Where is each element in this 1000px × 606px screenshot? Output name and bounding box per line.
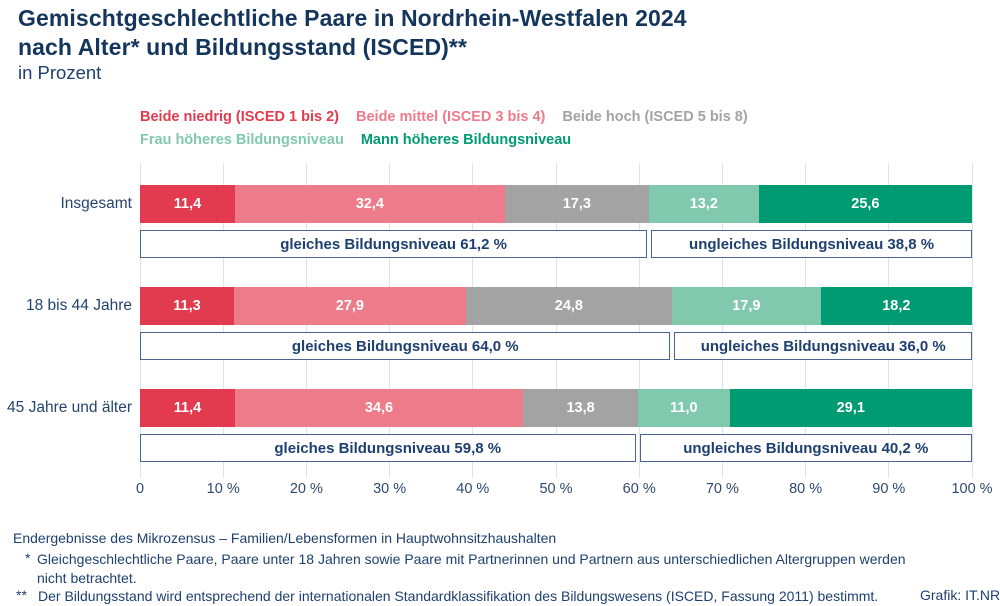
plot-area: 11,4 32,4 17,3 13,2 25,6 gleiches Bildungsniv…	[139, 163, 973, 478]
graphic-credit: Grafik: IT.NRW	[920, 587, 1000, 603]
x-tick-label: 100 %	[951, 481, 993, 497]
bar-value-label: 25,6	[851, 196, 880, 212]
footnote1-text: Gleichgeschlechtliche Paare, Paare unter…	[37, 551, 906, 586]
category-label: 18 bis 44 Jahre	[26, 297, 132, 314]
bar-value-label: 24,8	[554, 298, 583, 314]
x-axis: 0 10 % 20 % 30 % 40 % 50 % 60 % 70 % 80 % 90 % 100…	[136, 481, 993, 501]
bar-segment: 32,4	[234, 185, 505, 223]
stacked-bar: 11,4 34,6 13,8 11,0 29,1	[140, 389, 972, 427]
gridline-100	[971, 163, 973, 478]
x-tick-label: 60 %	[622, 481, 656, 497]
unequal-education-box: ungleiches Bildungsniveau 36,0 %	[674, 332, 972, 360]
bar-segment: 25,6	[758, 185, 972, 223]
bar-segment: 17,3	[504, 185, 649, 223]
bar-value-label: 11,4	[173, 400, 202, 416]
chart-subtitle: in Prozent	[18, 62, 102, 83]
footnote1-marker: *	[25, 550, 31, 566]
unequal-education-label: ungleiches Bildungsniveau 36,0 %	[700, 337, 946, 355]
bar-value-label: 13,8	[566, 400, 595, 416]
bar-value-label: 17,3	[562, 196, 591, 212]
bar-segment: 11,4	[140, 389, 235, 427]
chart-title-line2: nach Alter* und Bildungsstand (ISCED)**	[18, 34, 468, 60]
chart-title-line1: Gemischtgeschlechtliche Paare in Nordrhe…	[18, 5, 687, 31]
x-tick-label: 20 %	[289, 481, 323, 497]
bar-segment: 29,1	[729, 389, 972, 427]
legend-item: Mann höheres Bildungsniveau	[360, 132, 572, 148]
chart-title: Gemischtgeschlechtliche Paare in Nordrhe…	[18, 4, 687, 62]
bar-value-label: 18,2	[882, 298, 911, 314]
bar-segment: 24,8	[465, 287, 672, 325]
legend-item: Beide mittel (ISCED 3 bis 4)	[356, 109, 546, 125]
legend: Beide niedrig (ISCED 1 bis 2) Beide mitte…	[140, 106, 765, 152]
bar-value-label: 34,6	[364, 400, 394, 416]
bar-value-label: 32,4	[355, 196, 384, 212]
bar-value-label: 27,9	[335, 298, 364, 314]
x-tick-label: 50 %	[539, 481, 573, 497]
unequal-education-box: ungleiches Bildungsniveau 40,2 %	[639, 434, 972, 462]
unequal-education-box: ungleiches Bildungsniveau 38,8 %	[651, 230, 972, 258]
stacked-bar: 11,4 32,4 17,3 13,2 25,6	[140, 185, 972, 223]
x-tick-label: 80 %	[789, 481, 823, 497]
legend-row-2: Frau höheres Bildungsniveau Mann höheres …	[140, 129, 765, 152]
bar-segment: 11,3	[140, 287, 234, 325]
category-label: Insgesamt	[60, 195, 132, 212]
source-note: Endergebnisse des Mikrozensus – Familien…	[13, 530, 557, 546]
stacked-bar: 11,3 27,9 24,8 17,9 18,2	[140, 287, 972, 325]
equal-education-box: gleiches Bildungsniveau 64,0 %	[140, 332, 671, 360]
legend-item: Frau höheres Bildungsniveau	[140, 132, 344, 148]
legend-row-1: Beide niedrig (ISCED 1 bis 2) Beide mitte…	[140, 106, 765, 129]
footnote2-text: Der Bildungsstand wird entsprechend der …	[38, 588, 879, 604]
bar-segment: 11,0	[638, 389, 730, 427]
bar-segment: 13,2	[648, 185, 759, 223]
equal-education-label: gleiches Bildungsniveau 61,2 %	[280, 235, 507, 253]
footnote2-marker: **	[16, 587, 27, 603]
category-label: 45 Jahre und älter	[7, 399, 132, 416]
x-tick-label: 0	[135, 481, 145, 497]
equal-education-box: gleiches Bildungsniveau 59,8 %	[140, 434, 636, 462]
bar-value-label: 29,1	[836, 400, 865, 416]
bar-segment: 13,8	[523, 389, 639, 427]
equal-education-label: gleiches Bildungsniveau 59,8 %	[274, 439, 502, 457]
legend-item: Beide hoch (ISCED 5 bis 8)	[562, 109, 748, 125]
x-tick-label: 40 %	[456, 481, 490, 497]
x-tick-label: 90 %	[872, 481, 906, 497]
bar-value-label: 11,0	[670, 400, 698, 416]
unequal-education-label: ungleiches Bildungsniveau 38,8 %	[689, 235, 935, 253]
legend-item: Beide niedrig (ISCED 1 bis 2)	[140, 109, 340, 125]
bar-value-label: 11,3	[173, 298, 201, 314]
equal-education-box: gleiches Bildungsniveau 61,2 %	[140, 230, 648, 258]
bar-segment: 17,9	[671, 287, 821, 325]
x-tick-label: 70 %	[705, 481, 739, 497]
bar-value-label: 11,4	[173, 196, 202, 212]
bar-value-label: 13,2	[689, 196, 718, 212]
x-tick-label: 10 %	[206, 481, 240, 497]
unequal-education-label: ungleiches Bildungsniveau 40,2 %	[683, 439, 929, 457]
bar-segment: 34,6	[234, 389, 524, 427]
x-tick-label: 30 %	[373, 481, 407, 497]
bar-segment: 27,9	[233, 287, 466, 325]
bar-segment: 18,2	[820, 287, 972, 325]
bar-value-label: 17,9	[732, 298, 761, 314]
bar-segment: 11,4	[140, 185, 235, 223]
equal-education-label: gleiches Bildungsniveau 64,0 %	[291, 337, 519, 355]
